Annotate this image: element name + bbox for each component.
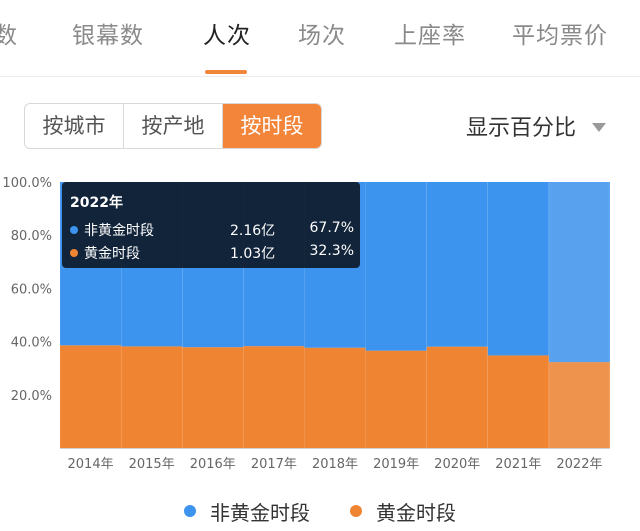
bar-prime — [121, 346, 183, 448]
bar-prime — [426, 346, 488, 448]
orange-dot-icon — [70, 249, 78, 257]
display-mode-label: 显示百分比 — [466, 116, 577, 141]
bar-prime — [243, 346, 305, 448]
x-tick-label: 2019年 — [373, 457, 419, 472]
bar-prime — [304, 347, 366, 448]
y-tick-label: 100.0% — [2, 176, 52, 191]
x-tick-label: 2015年 — [129, 457, 175, 472]
x-tick-label: 2021年 — [495, 457, 541, 472]
blue-dot-icon — [70, 226, 78, 234]
tab-screens[interactable]: 银幕数 — [72, 23, 144, 49]
tooltip-series-name: 黄金时段 — [84, 246, 140, 262]
tooltip-value: 1.03亿 — [230, 246, 276, 262]
blue-dot-icon — [184, 505, 196, 517]
bar-non-prime — [548, 182, 610, 363]
bar-prime — [487, 355, 549, 448]
tooltip-row-prime: 黄金时段 1.03亿 32.3% — [70, 243, 354, 263]
bar-prime — [548, 362, 610, 448]
bar-prime — [60, 345, 122, 448]
tooltip-series-name: 非黄金时段 — [84, 223, 154, 239]
x-tick-label: 2020年 — [434, 457, 480, 472]
tooltip-title: 2022年 — [70, 195, 123, 211]
active-tab-indicator — [205, 70, 247, 74]
legend-label: 非黄金时段 — [210, 500, 310, 525]
legend-item-non-prime[interactable]: 非黄金时段 — [184, 496, 310, 526]
segment-by-time-slot[interactable]: 按时段 — [223, 104, 321, 148]
x-tick-label: 2018年 — [312, 457, 358, 472]
segment-by-origin[interactable]: 按产地 — [124, 104, 223, 148]
bar-prime — [365, 350, 427, 448]
tooltip-percent: 67.7% — [309, 220, 354, 236]
tab-admissions[interactable]: 人次 — [203, 23, 251, 49]
x-tick-label: 2017年 — [251, 457, 297, 472]
y-tick-label: 40.0% — [11, 336, 52, 351]
bar-non-prime — [365, 182, 427, 351]
legend-label: 黄金时段 — [376, 500, 456, 525]
tooltip-value: 2.16亿 — [230, 223, 276, 239]
chart-tooltip: 2022年 非黄金时段 2.16亿 67.7% 黄金时段 1.03亿 32.3% — [62, 182, 360, 268]
bar-non-prime — [487, 182, 549, 356]
y-tick-label: 80.0% — [11, 229, 52, 244]
tab-occupancy[interactable]: 上座率 — [394, 23, 466, 49]
bar-prime — [182, 347, 244, 448]
legend-item-prime[interactable]: 黄金时段 — [350, 496, 456, 526]
y-tick-label: 60.0% — [11, 282, 52, 297]
tooltip-row-non-prime: 非黄金时段 2.16亿 67.7% — [70, 220, 354, 240]
segment-by-city[interactable]: 按城市 — [25, 104, 124, 148]
tab-count[interactable]: 数 — [0, 23, 18, 49]
grouping-segmented-control: 按城市 按产地 按时段 — [24, 103, 322, 149]
x-tick-label: 2016年 — [190, 457, 236, 472]
tab-average-price[interactable]: 平均票价 — [512, 23, 608, 49]
bar-non-prime — [426, 182, 488, 347]
x-tick-label: 2014年 — [68, 457, 114, 472]
y-tick-label: 20.0% — [11, 389, 52, 404]
x-tick-label: 2022年 — [556, 457, 602, 472]
metric-tab-bar: 数 银幕数 人次 场次 上座率 平均票价 — [0, 0, 640, 77]
tab-showings[interactable]: 场次 — [298, 23, 346, 49]
orange-dot-icon — [350, 505, 362, 517]
tooltip-percent: 32.3% — [309, 243, 354, 259]
display-mode-dropdown[interactable]: 显示百分比 — [466, 110, 607, 142]
chart-legend: 非黄金时段 黄金时段 — [0, 496, 640, 526]
caret-down-icon — [592, 123, 607, 132]
